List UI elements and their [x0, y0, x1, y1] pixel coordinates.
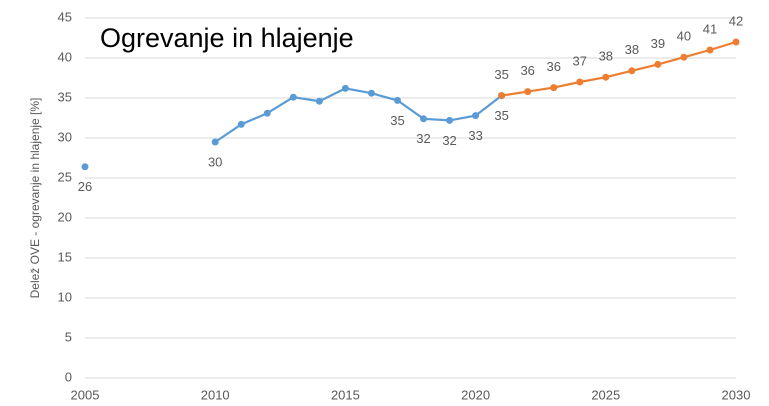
- data-label: 35: [494, 67, 508, 82]
- data-point: [263, 109, 271, 117]
- data-point: [654, 60, 662, 68]
- data-point: [289, 93, 297, 101]
- data-point: [237, 120, 245, 128]
- y-tick-label: 45: [58, 9, 72, 24]
- data-point: [420, 115, 428, 123]
- data-label: 39: [651, 36, 665, 51]
- data-point: [680, 53, 688, 61]
- y-tick-label: 20: [58, 209, 72, 224]
- x-tick-label: 2030: [722, 387, 751, 402]
- data-point: [367, 89, 375, 97]
- data-point: [315, 97, 323, 105]
- y-tick-label: 25: [58, 169, 72, 184]
- x-tick-label: 2020: [461, 387, 490, 402]
- data-point: [576, 78, 584, 86]
- data-label: 42: [729, 13, 743, 28]
- data-point: [732, 38, 740, 46]
- data-label: 26: [78, 179, 92, 194]
- data-label: 36: [520, 63, 534, 78]
- y-tick-label: 30: [58, 129, 72, 144]
- data-point: [524, 88, 532, 96]
- y-tick-label: 0: [65, 369, 72, 384]
- data-label: 32: [442, 133, 456, 148]
- y-tick-label: 5: [65, 329, 72, 344]
- data-point: [628, 67, 636, 75]
- data-label: 37: [573, 53, 587, 68]
- x-tick-label: 2010: [201, 387, 230, 402]
- series-line: [214, 87, 503, 143]
- data-label: 41: [703, 21, 717, 36]
- x-tick-label: 2005: [71, 387, 100, 402]
- y-axis-label: Delež OVE - ogrevanje in hlajenje [%]: [28, 98, 42, 299]
- series-line: [501, 40, 737, 97]
- data-point: [550, 84, 558, 92]
- x-tick-label: 2025: [591, 387, 620, 402]
- data-point: [472, 112, 480, 120]
- data-point: [393, 96, 401, 104]
- data-label: 32: [416, 131, 430, 146]
- data-label: 36: [546, 59, 560, 74]
- data-point: [341, 84, 349, 92]
- data-label: 40: [677, 29, 691, 44]
- y-tick-label: 10: [58, 289, 72, 304]
- data-label: 38: [599, 49, 613, 64]
- data-point: [446, 116, 454, 124]
- data-point: [498, 92, 506, 100]
- data-point: [81, 163, 89, 171]
- y-tick-label: 35: [58, 89, 72, 104]
- chart-title: Ogrevanje in hlajenje: [100, 23, 354, 53]
- data-label: 35: [494, 108, 508, 123]
- data-label: 35: [390, 113, 404, 128]
- data-label: 33: [468, 128, 482, 143]
- data-point: [211, 138, 219, 146]
- data-label: 38: [625, 42, 639, 57]
- x-tick-label: 2015: [331, 387, 360, 402]
- y-tick-label: 15: [58, 249, 72, 264]
- y-tick-label: 40: [58, 49, 72, 64]
- data-point: [706, 46, 714, 54]
- data-point: [602, 73, 610, 81]
- data-label: 30: [208, 154, 222, 169]
